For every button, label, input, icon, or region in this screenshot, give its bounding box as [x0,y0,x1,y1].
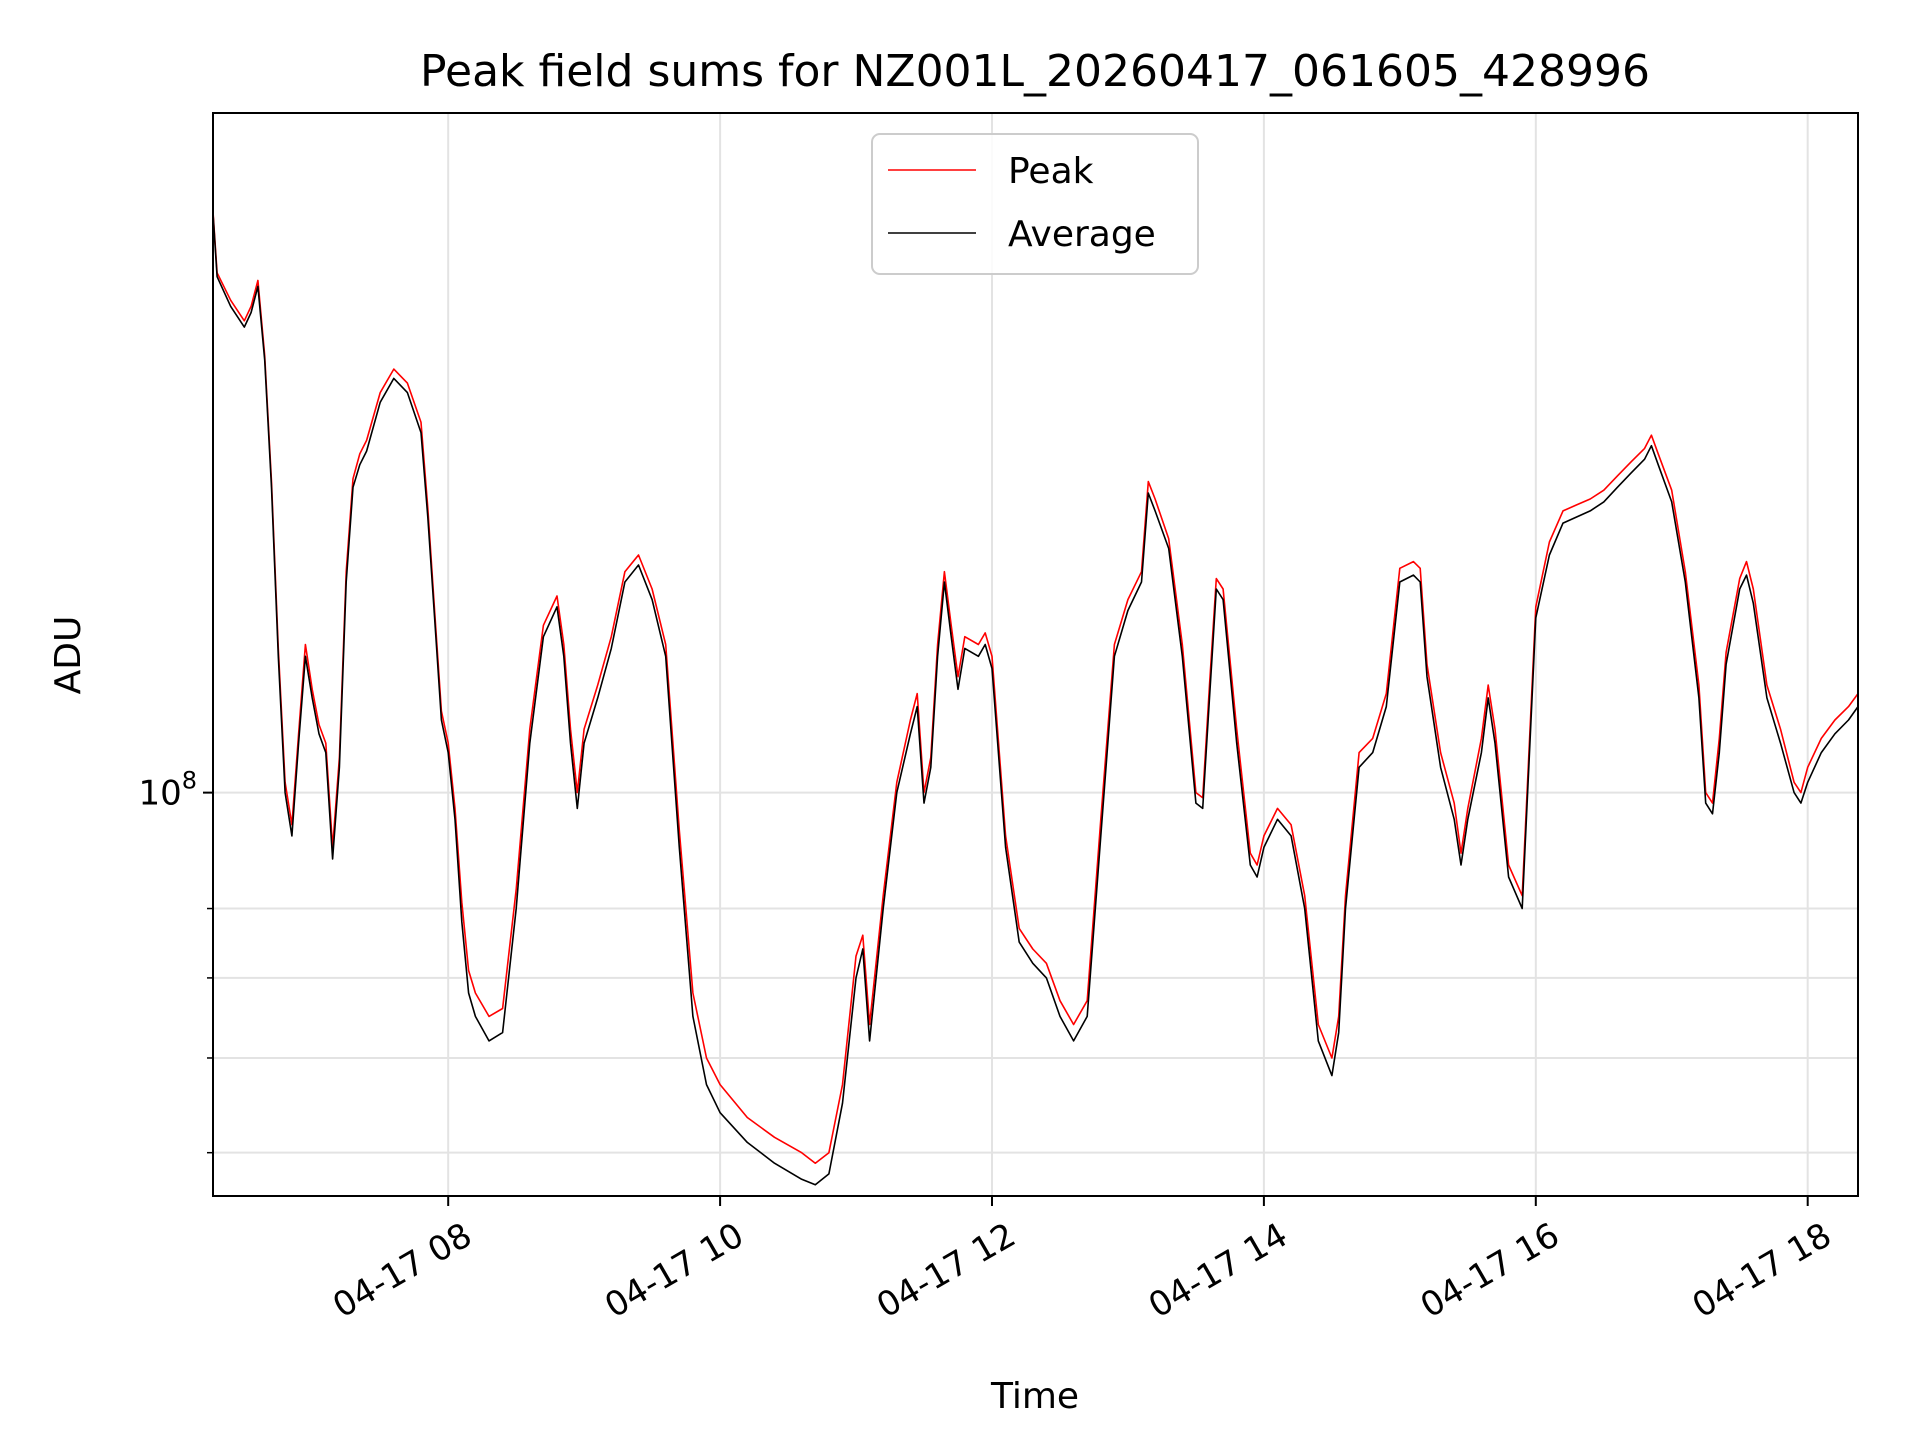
chart-title: Peak field sums for NZ001L_20260417_0616… [420,46,1650,97]
series-line-average [212,213,1859,1186]
y-axis-label: ADU [48,616,89,695]
legend: Peak Average [871,133,1199,275]
legend-label-average: Average [1008,214,1156,255]
legend-label-peak: Peak [1008,151,1094,192]
series-layer [212,211,1859,1186]
x-axis-label: Time [990,1376,1079,1417]
legend-box [871,133,1199,275]
plot-frame [212,112,1859,1197]
